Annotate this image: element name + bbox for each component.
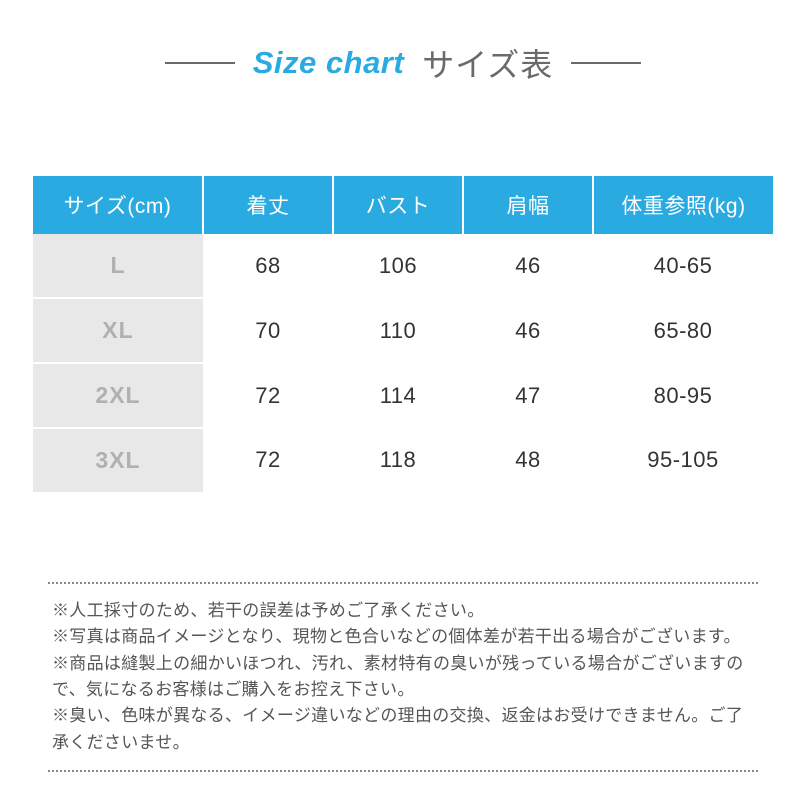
table-cell: 70 <box>203 298 333 363</box>
table-cell: 95-105 <box>593 428 773 492</box>
table-row: 2XL 72 114 47 80-95 <box>33 363 773 428</box>
table-cell: 80-95 <box>593 363 773 428</box>
note-line: ※人工採寸のため、若干の誤差は予めご了承ください。 <box>52 598 754 624</box>
note-line: ※商品は縫製上の細かいほつれ、汚れ、素材特有の臭いが残っている場合がございますの… <box>52 651 754 704</box>
table-cell: 46 <box>463 234 593 298</box>
table-cell: 65-80 <box>593 298 773 363</box>
size-cell: 2XL <box>33 363 203 428</box>
table-cell: 118 <box>333 428 463 492</box>
note-line: ※写真は商品イメージとなり、現物と色合いなどの個体差が若干出る場合がございます。 <box>52 624 754 650</box>
table-cell: 46 <box>463 298 593 363</box>
table-row: L 68 106 46 40-65 <box>33 234 773 298</box>
title-japanese: サイズ表 <box>422 40 553 86</box>
note-line: ※臭い、色味が異なる、イメージ違いなどの理由の交換、返金はお受けできません。ご了… <box>52 703 754 756</box>
table-header-cell: 着丈 <box>203 176 333 234</box>
size-cell: 3XL <box>33 428 203 492</box>
table-cell: 72 <box>203 428 333 492</box>
table-row: XL 70 110 46 65-80 <box>33 298 773 363</box>
title-line-right <box>571 62 641 64</box>
table-header-row: サイズ(cm) 着丈 バスト 肩幅 体重参照(kg) <box>33 176 773 234</box>
title-line-left <box>165 62 235 64</box>
table-header-cell: バスト <box>333 176 463 234</box>
table-header-cell: サイズ(cm) <box>33 176 203 234</box>
table-cell: 48 <box>463 428 593 492</box>
table-cell: 110 <box>333 298 463 363</box>
size-cell: XL <box>33 298 203 363</box>
table-row: 3XL 72 118 48 95-105 <box>33 428 773 492</box>
table-cell: 106 <box>333 234 463 298</box>
table-cell: 68 <box>203 234 333 298</box>
table-header-cell: 体重参照(kg) <box>593 176 773 234</box>
table-header-cell: 肩幅 <box>463 176 593 234</box>
table-cell: 40-65 <box>593 234 773 298</box>
title-english: Size chart <box>253 45 404 81</box>
table-cell: 114 <box>333 363 463 428</box>
notes-box: ※人工採寸のため、若干の誤差は予めご了承ください。 ※写真は商品イメージとなり、… <box>48 582 758 772</box>
size-chart-table: サイズ(cm) 着丈 バスト 肩幅 体重参照(kg) L 68 106 46 4… <box>33 176 773 492</box>
title-row: Size chart サイズ表 <box>30 40 776 86</box>
size-cell: L <box>33 234 203 298</box>
table-cell: 47 <box>463 363 593 428</box>
table-cell: 72 <box>203 363 333 428</box>
